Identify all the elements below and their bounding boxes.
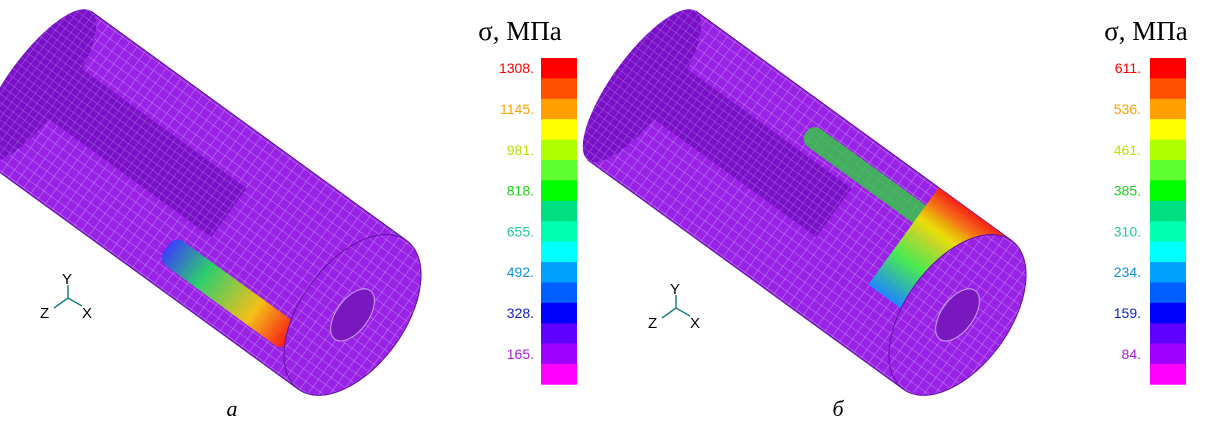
axis-z: Z: [648, 315, 657, 332]
caption: б: [832, 396, 844, 421]
legend-band: [541, 221, 577, 242]
legend-band: [541, 323, 577, 344]
legend-band: [1150, 344, 1186, 365]
legend-label: 1145.: [500, 101, 534, 117]
legend-label: 84.: [1122, 346, 1141, 362]
legend-band: [1150, 58, 1186, 79]
legend-band: [541, 140, 577, 161]
legend-title: σ, МПа: [478, 16, 562, 46]
legend-band: [1150, 282, 1186, 303]
legend-band: [541, 78, 577, 99]
legend-band: [541, 242, 577, 263]
legend-band: [1150, 242, 1186, 263]
legend-band: [1150, 323, 1186, 344]
legend-label: 981.: [507, 142, 534, 158]
legend-band: [1150, 303, 1186, 324]
legend-band: [1150, 119, 1186, 140]
caption: а: [227, 396, 238, 421]
legend-label: 234.: [1114, 264, 1141, 280]
legend-band: [541, 344, 577, 365]
figure: Y Z X Y Z X σ, МПа σ, МПа а б 1308. 1145.…: [0, 0, 1212, 428]
legend-band: [1150, 364, 1186, 385]
model-b: [564, 0, 1054, 420]
legend-label: 165.: [507, 346, 534, 362]
legend-band: [541, 160, 577, 181]
axis-x: X: [82, 305, 92, 322]
legend-label: 461.: [1114, 142, 1141, 158]
axis-y: Y: [62, 271, 72, 288]
legend-band: [1150, 180, 1186, 201]
legend-title: σ, МПа: [1104, 16, 1188, 46]
legend-label: 159.: [1114, 305, 1141, 321]
axis-z: Z: [40, 305, 49, 322]
legend-band: [541, 99, 577, 120]
legend-band: [1150, 140, 1186, 161]
legend-label: 328.: [507, 305, 534, 321]
legend-band: [1150, 221, 1186, 242]
legend-label: 310.: [1114, 223, 1141, 239]
legend-label: 385.: [1114, 183, 1141, 199]
legend-band: [541, 58, 577, 79]
legend-label: 655.: [507, 223, 534, 239]
axis-x: X: [690, 315, 700, 332]
legend-label: 536.: [1114, 101, 1141, 117]
legend-band: [541, 180, 577, 201]
legend-band: [1150, 78, 1186, 99]
legend-label: 1308.: [499, 60, 534, 76]
model-a: [0, 0, 449, 420]
legend-band: [541, 201, 577, 222]
legend-label: 611.: [1115, 60, 1141, 76]
legend-band: [541, 262, 577, 283]
legend-label: 492.: [507, 264, 534, 280]
legend-label: 818.: [507, 183, 534, 199]
legend-band: [1150, 99, 1186, 120]
legend-band: [1150, 262, 1186, 283]
legend-band: [541, 364, 577, 385]
axis-y: Y: [670, 281, 680, 298]
legend-band: [541, 303, 577, 324]
legend-band: [541, 282, 577, 303]
legend-band: [1150, 201, 1186, 222]
legend-band: [1150, 160, 1186, 181]
legend-band: [541, 119, 577, 140]
